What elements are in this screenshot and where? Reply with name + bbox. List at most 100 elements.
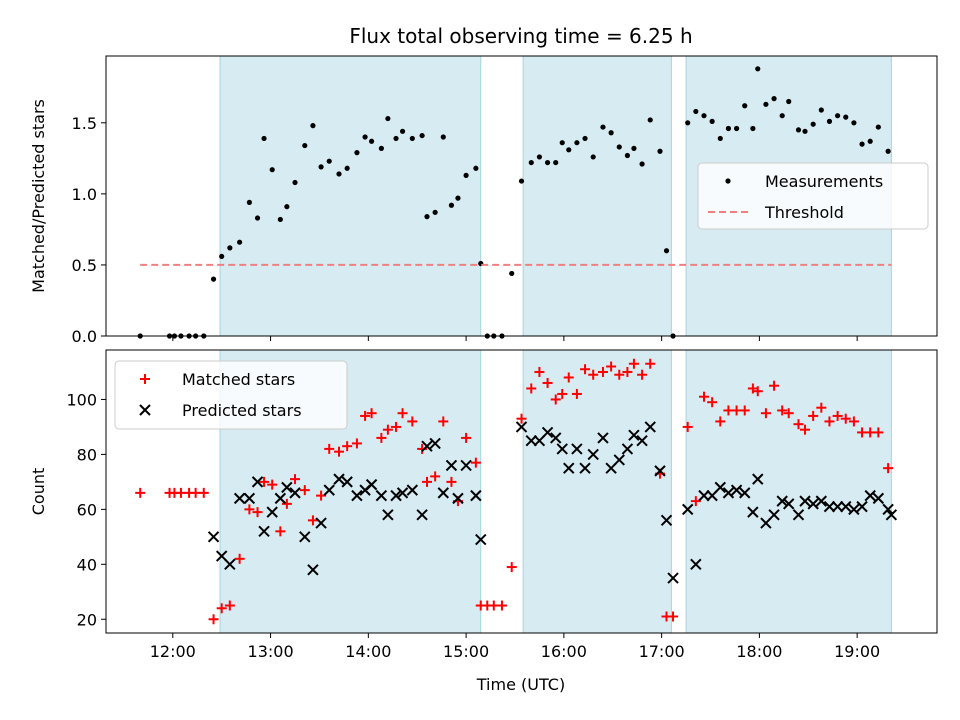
point-1-1-48 — [628, 429, 640, 441]
point-1-1-61 — [739, 487, 751, 499]
point-1-1-40 — [563, 462, 575, 474]
point-1-1-3 — [233, 492, 246, 505]
point-1-0-84 — [832, 410, 843, 421]
point-1-1-21 — [382, 509, 394, 521]
point-1-0-85 — [840, 413, 851, 424]
point-1-0-90 — [883, 463, 894, 474]
series-1-0 — [135, 358, 894, 625]
point-1-0-52 — [571, 388, 582, 399]
point-1-1-25-b — [416, 509, 428, 521]
point-1-0-19 — [307, 515, 318, 526]
point-1-1-58-b — [714, 481, 726, 494]
point-1-1-69 — [799, 495, 811, 507]
legend-swatch-1-1 — [139, 404, 151, 416]
point-0-0-32 — [419, 132, 425, 139]
point-0-0-36 — [448, 202, 455, 208]
point-0-0-9 — [227, 245, 233, 251]
point-0-0-62 — [657, 148, 663, 154]
point-1-1-54-b — [681, 503, 694, 516]
point-1-1-11 — [299, 531, 311, 543]
point-0-0-76 — [771, 96, 777, 102]
point-0-0-59 — [631, 145, 637, 151]
point-1-1-26-b — [421, 440, 433, 452]
point-1-1-4-b — [243, 492, 256, 505]
point-1-1-5 — [251, 476, 264, 488]
legend-box-0 — [697, 162, 929, 230]
point-1-1-61-b — [739, 487, 751, 499]
point-1-1-12-b — [307, 564, 319, 576]
y-tick-label-0-3: 1.5 — [72, 114, 97, 133]
point-1-0-58 — [622, 366, 633, 377]
point-0-0-25 — [362, 134, 368, 140]
point-1-0-59 — [628, 358, 639, 369]
point-0-0-30 — [399, 128, 406, 134]
point-1-1-11-b — [299, 531, 311, 543]
point-1-0-30 — [397, 408, 408, 419]
point-1-0-0 — [135, 487, 146, 498]
point-0-0-14 — [269, 167, 275, 173]
point-1-1-47-b — [621, 443, 634, 455]
point-1-0-65 — [682, 421, 693, 432]
point-1-1-30-b — [452, 492, 464, 505]
point-1-1-56 — [698, 489, 710, 502]
plot-frame-1 — [105, 349, 938, 634]
point-0-0-53 — [582, 135, 588, 142]
point-1-1-62 — [747, 506, 759, 518]
point-1-0-72 — [739, 405, 750, 416]
point-1-1-75-b — [848, 503, 860, 516]
point-1-1-27 — [429, 437, 441, 450]
x-tick-label-4: 16:00 — [541, 642, 587, 661]
point-1-1-37 — [541, 426, 554, 439]
point-1-1-42-b — [579, 462, 591, 474]
point-0-0-26 — [368, 138, 375, 144]
observing-window-2 — [686, 350, 892, 633]
point-1-1-43 — [587, 448, 599, 461]
legend-label-1-0: Matched stars — [182, 370, 295, 389]
point-1-1-6 — [258, 525, 270, 538]
point-1-0-82 — [816, 402, 827, 413]
x-tick-label-0: 12:00 — [150, 642, 196, 661]
point-1-0-50 — [557, 388, 568, 399]
point-1-1-28 — [437, 487, 449, 499]
point-0-0-19 — [310, 123, 316, 129]
point-1-1-66 — [776, 495, 788, 507]
observing-window-1 — [523, 350, 672, 633]
point-0-0-13 — [261, 135, 267, 142]
point-1-1-43-b — [587, 448, 599, 461]
point-1-1-59-b — [722, 487, 735, 499]
observing-window-0 — [220, 56, 481, 336]
point-0-0-7 — [210, 276, 217, 282]
point-1-1-26 — [421, 440, 433, 452]
point-1-1-65-b — [768, 509, 780, 521]
point-0-0-22 — [336, 171, 342, 177]
point-1-1-10-b — [289, 487, 301, 499]
point-1-1-52-b — [660, 514, 673, 527]
point-1-0-35 — [438, 416, 449, 427]
point-1-0-14 — [267, 479, 278, 490]
point-1-1-72-b — [823, 500, 836, 513]
point-1-1-70-b — [807, 498, 819, 510]
point-1-0-80 — [800, 424, 811, 435]
point-1-0-18 — [299, 485, 310, 496]
point-0-0-67 — [701, 113, 707, 119]
point-0-0-39 — [473, 165, 479, 171]
point-1-1-71 — [815, 495, 828, 507]
point-0-0-18 — [302, 142, 308, 149]
point-1-1-74 — [840, 500, 852, 513]
point-1-1-1-b — [215, 550, 228, 562]
point-1-0-15 — [275, 526, 286, 537]
x-tick-label-3: 15:00 — [443, 642, 489, 661]
point-1-1-2-b — [224, 558, 236, 571]
point-0-0-77 — [779, 113, 785, 119]
point-0-0-55 — [600, 124, 606, 130]
legend-box-1 — [114, 360, 348, 430]
point-1-1-51 — [654, 465, 666, 477]
point-1-0-83 — [824, 416, 835, 427]
point-0-0-90 — [885, 148, 891, 154]
legend-swatch-1-1-b — [139, 404, 151, 416]
point-1-0-34 — [430, 471, 441, 482]
point-1-1-75 — [848, 503, 860, 516]
point-0-0-23 — [344, 165, 350, 171]
ratio-panel: 0.0 0.5 1.0 1.5 Matched/Predicted stars Measu… — [29, 55, 938, 346]
point-0-0-83 — [826, 118, 833, 124]
